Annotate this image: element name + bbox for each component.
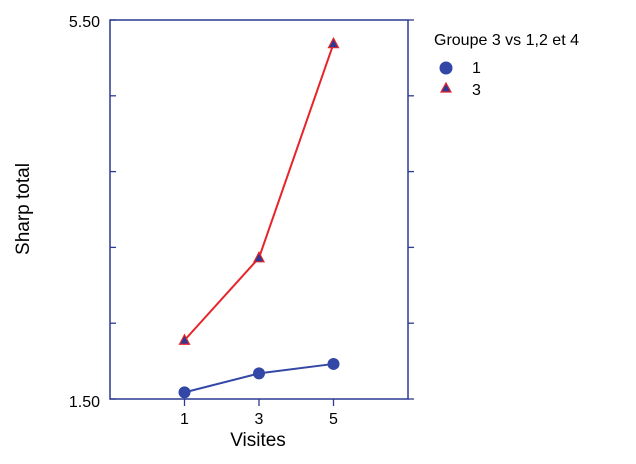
series-line-3 xyxy=(183,43,335,341)
data-point xyxy=(178,333,191,345)
series-layer xyxy=(178,36,340,399)
data-point xyxy=(327,36,340,49)
legend-marker-series-1 xyxy=(439,61,453,75)
data-point xyxy=(327,357,340,370)
legend-marker-series-3 xyxy=(439,81,453,93)
x-tick-label: 5 xyxy=(329,411,338,428)
x-axis-label: Visites xyxy=(230,430,286,451)
x-axis-ticks: 1 3 5 xyxy=(180,399,338,428)
y-axis-label: Sharp total xyxy=(13,163,34,255)
data-point xyxy=(253,367,265,380)
legend-title: Groupe 3 vs 1,2 et 4 xyxy=(434,32,579,49)
legend-label-series-1: 1 xyxy=(472,60,481,77)
plot-frame xyxy=(109,19,409,400)
legend-label-series-3: 3 xyxy=(472,82,481,99)
data-point xyxy=(253,251,265,263)
y-tick-label-top: 5.50 xyxy=(69,14,100,31)
legend: Groupe 3 vs 1,2 et 4 1 3 xyxy=(434,32,579,99)
y-axis-ticks xyxy=(110,19,414,400)
x-tick-label: 1 xyxy=(180,411,189,428)
y-tick-label-bottom: 1.50 xyxy=(69,394,100,411)
data-point xyxy=(178,386,191,399)
x-tick-label: 3 xyxy=(255,411,264,428)
